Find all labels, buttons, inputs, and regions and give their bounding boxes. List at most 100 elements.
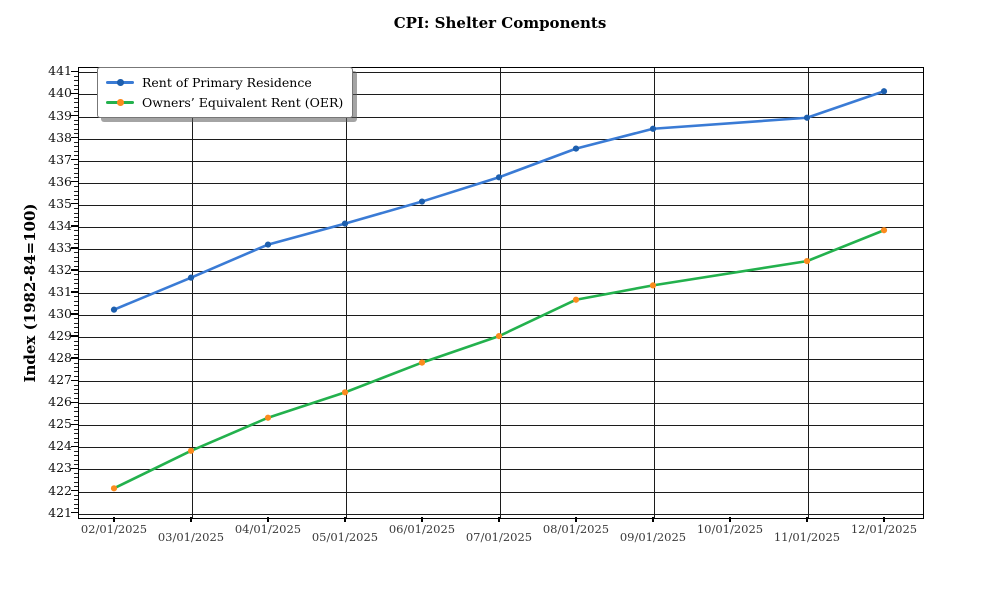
y-gridline — [79, 270, 923, 272]
y-minor-tick-mark — [74, 265, 78, 267]
y-tick-mark — [71, 70, 78, 73]
plot-area — [78, 67, 924, 519]
series-line-rent — [112, 89, 886, 311]
y-minor-tick-mark — [74, 340, 78, 342]
y-minor-tick-mark — [74, 133, 78, 135]
y-minor-tick-mark — [74, 111, 78, 113]
y-tick-mark — [71, 225, 78, 227]
y-minor-tick-mark — [74, 190, 78, 192]
y-tick-mark — [71, 114, 78, 117]
y-minor-tick-mark — [74, 327, 78, 329]
data-point-marker — [803, 114, 811, 121]
y-minor-tick-mark — [74, 106, 78, 108]
y-minor-tick-mark — [74, 472, 78, 474]
y-tick-label: 428 — [48, 350, 72, 366]
y-gridline — [79, 491, 923, 493]
y-minor-tick-mark — [74, 367, 78, 368]
y-minor-tick-mark — [74, 494, 78, 496]
y-gridline — [79, 248, 923, 250]
x-tick-label: 08/01/2025 — [542, 522, 610, 536]
y-minor-tick-mark — [74, 150, 78, 152]
y-tick-label: 438 — [48, 129, 72, 145]
y-tick-label: 441 — [48, 63, 72, 79]
y-minor-tick-mark — [74, 371, 78, 373]
y-minor-tick-mark — [74, 230, 78, 232]
y-tick-label: 431 — [48, 284, 72, 299]
x-tick-mark — [652, 517, 654, 522]
y-tick-label: 427 — [48, 372, 72, 388]
y-minor-tick-mark — [74, 243, 78, 245]
x-tick-mark — [190, 517, 192, 522]
y-minor-tick-mark — [74, 177, 78, 179]
y-minor-tick-mark — [74, 256, 78, 258]
y-tick-mark — [71, 313, 78, 315]
x-tick-mark — [267, 517, 269, 522]
y-minor-tick-mark — [74, 318, 78, 320]
data-point-marker — [880, 88, 888, 95]
x-tick-label: 07/01/2025 — [465, 530, 533, 544]
y-tick-mark — [71, 269, 78, 271]
y-gridline — [79, 513, 923, 515]
x-tick-mark — [113, 517, 115, 522]
y-minor-tick-mark — [74, 278, 78, 280]
x-gridline — [192, 68, 193, 518]
y-minor-tick-mark — [74, 199, 78, 201]
y-tick-label: 421 — [48, 504, 72, 520]
x-tick-label: 11/01/2025 — [773, 530, 841, 544]
y-minor-tick-mark — [74, 128, 78, 130]
y-gridline — [79, 226, 923, 228]
y-tick-mark — [71, 247, 78, 249]
y-tick-label: 422 — [48, 482, 72, 498]
y-minor-tick-mark — [74, 322, 78, 324]
data-point-marker — [495, 174, 503, 181]
x-gridline — [346, 68, 347, 518]
data-point-marker — [341, 220, 349, 227]
y-tick-mark — [71, 291, 78, 293]
y-tick-mark — [71, 357, 78, 359]
data-point-marker — [495, 333, 503, 340]
legend-label: Rent of Primary Residence — [142, 74, 312, 90]
x-tick-label: 04/01/2025 — [234, 522, 302, 536]
x-tick-label: 02/01/2025 — [80, 522, 148, 536]
y-minor-tick-mark — [74, 406, 78, 408]
data-point-marker — [110, 485, 118, 492]
data-point-marker — [880, 227, 888, 234]
data-point-marker — [803, 258, 811, 265]
data-point-marker — [649, 125, 657, 132]
y-gridline — [79, 447, 923, 449]
y-minor-tick-mark — [74, 283, 78, 285]
y-minor-tick-mark — [74, 393, 78, 395]
data-point-marker — [649, 282, 657, 289]
data-point-marker — [572, 296, 580, 303]
data-point-marker — [110, 306, 118, 313]
y-tick-mark — [71, 136, 78, 139]
y-tick-mark — [71, 511, 78, 514]
y-minor-tick-mark — [74, 384, 78, 386]
y-gridline — [79, 138, 923, 140]
y-minor-tick-mark — [74, 119, 78, 121]
y-minor-tick-mark — [74, 172, 78, 174]
y-minor-tick-mark — [74, 208, 78, 210]
y-minor-tick-mark — [74, 331, 78, 333]
y-tick-label: 432 — [48, 261, 72, 277]
y-tick-mark — [71, 181, 78, 183]
y-minor-tick-mark — [74, 477, 78, 479]
x-tick-mark — [729, 517, 731, 522]
y-gridline — [79, 204, 923, 206]
y-minor-tick-mark — [74, 375, 78, 377]
y-tick-label: 434 — [48, 217, 72, 233]
y-tick-label: 433 — [48, 239, 72, 255]
x-tick-label: 09/01/2025 — [619, 530, 687, 544]
y-tick-label: 424 — [48, 438, 72, 454]
x-tick-mark — [498, 517, 500, 522]
x-tick-mark — [575, 517, 577, 522]
y-minor-tick-mark — [74, 397, 78, 399]
data-point-marker — [572, 145, 580, 152]
data-point-marker — [341, 389, 349, 396]
y-minor-tick-mark — [74, 344, 78, 346]
y-minor-tick-mark — [74, 186, 78, 188]
x-gridline — [654, 68, 655, 518]
y-gridline — [79, 425, 923, 427]
y-minor-tick-mark — [74, 80, 78, 82]
